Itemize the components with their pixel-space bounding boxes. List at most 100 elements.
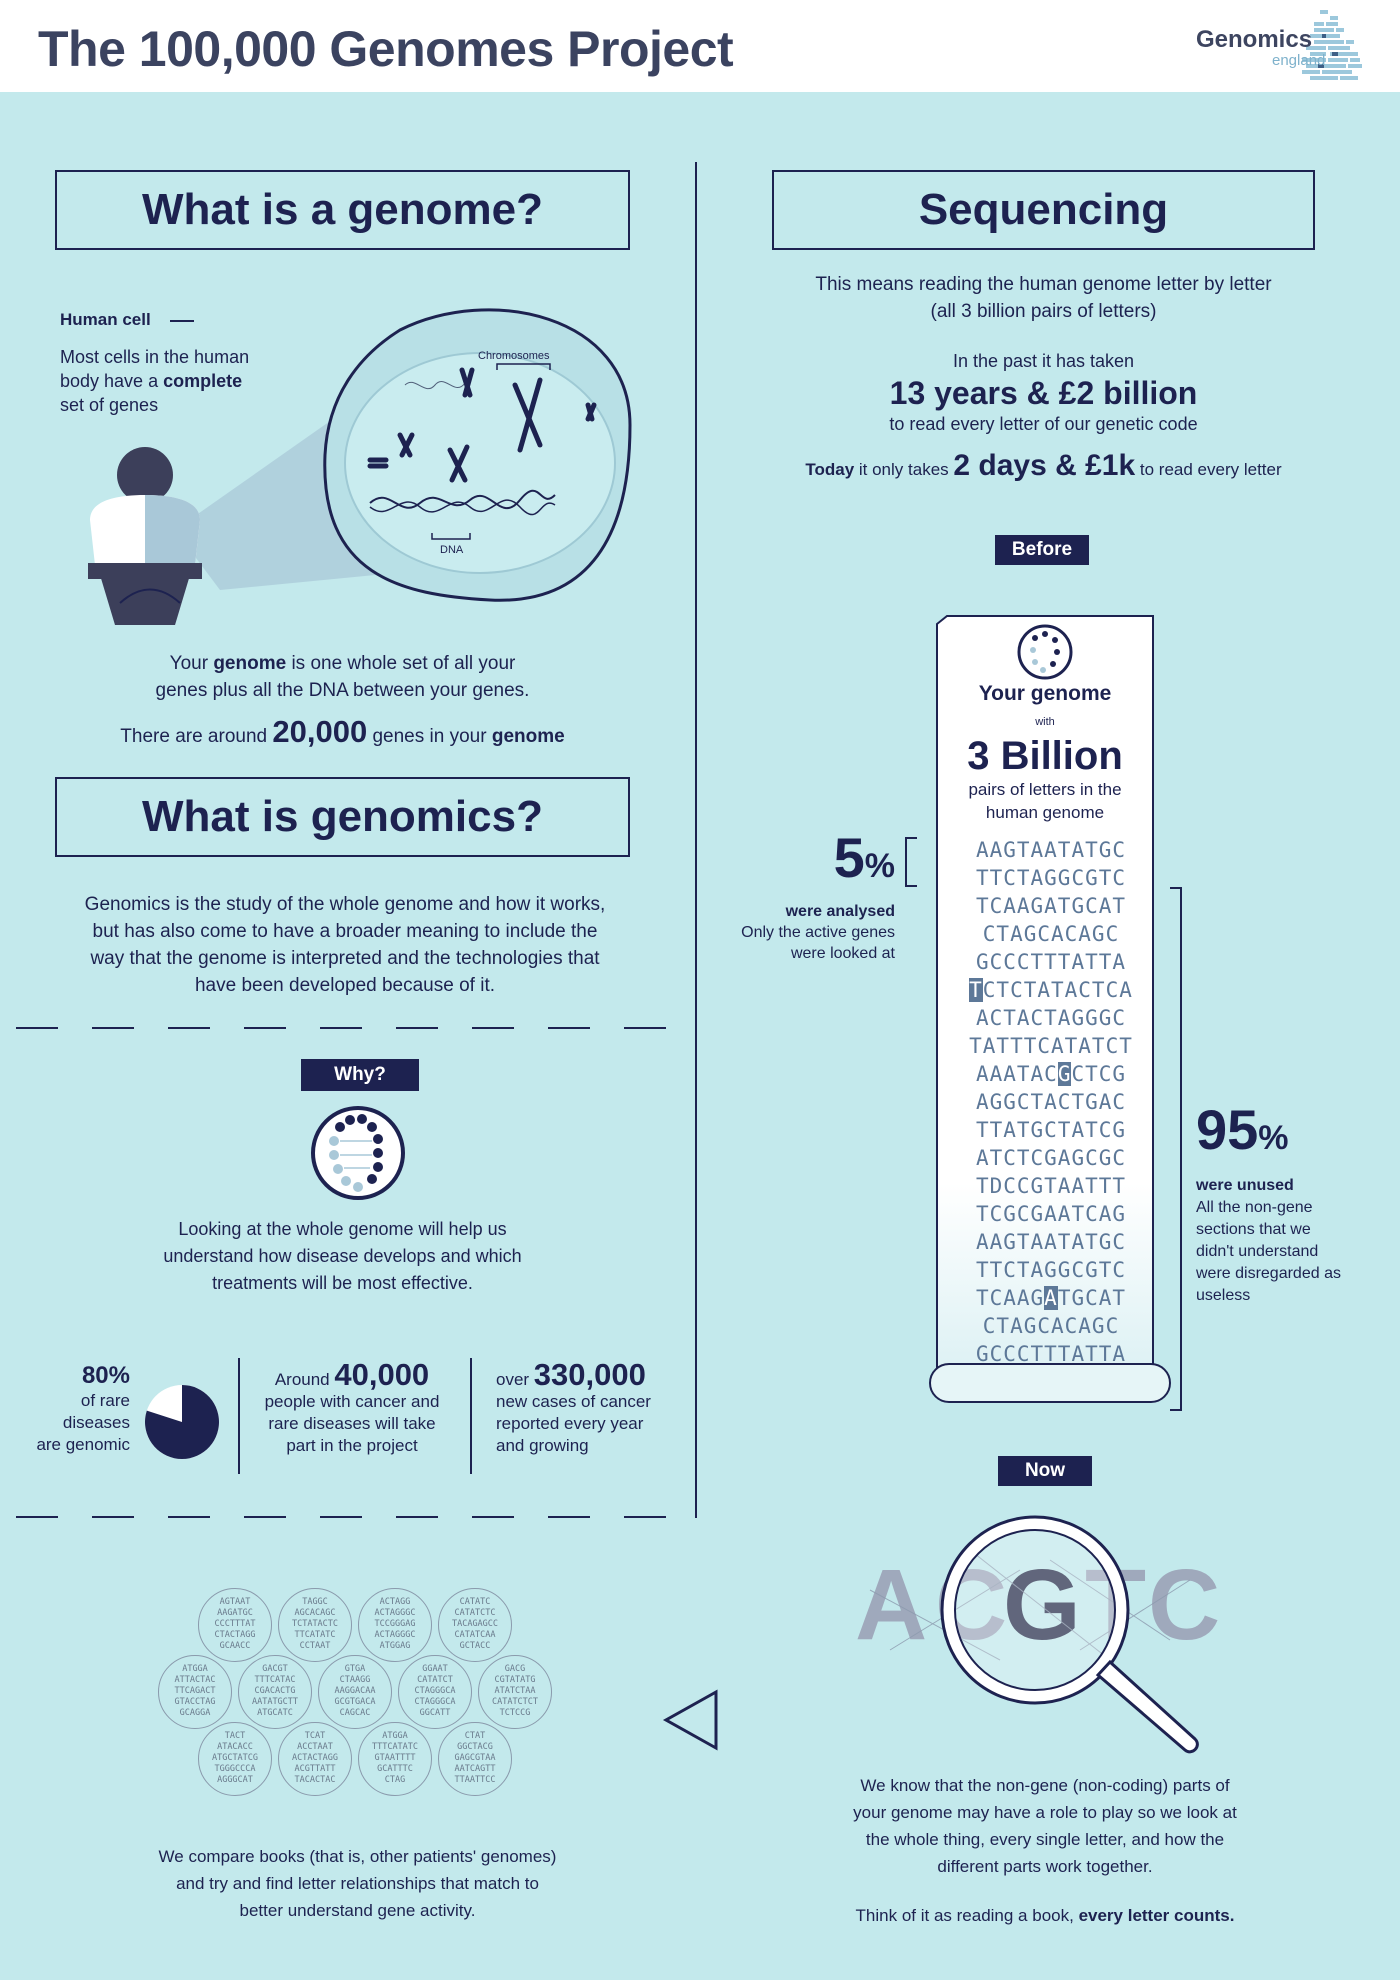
stats-divider-1	[238, 1358, 240, 1474]
seq-line: ATCTCGAGCGC	[975, 1146, 1127, 1170]
unused-pct: 95%	[1196, 1098, 1289, 1161]
seq-line: AAGTAATATGC	[975, 838, 1127, 862]
seq-line: AAGTAATATGC	[975, 1230, 1127, 1254]
cell-illustration: Chromosomes DNA	[88, 308, 632, 625]
highlighted-letter: G	[1057, 1062, 1072, 1086]
participants-line-3: part in the project	[286, 1436, 418, 1455]
unused-line-5: useless	[1196, 1287, 1251, 1304]
letter-a: A	[855, 1549, 928, 1661]
your-genome-label: Your genome	[978, 682, 1112, 705]
unused-stat: 95% were unused All the non-gene section…	[1196, 1100, 1396, 1307]
sequencing-line-2: (all 3 billion pairs of letters)	[930, 301, 1157, 322]
seq-line: GCCCTTTATTA	[975, 950, 1127, 974]
now-line-3: the whole thing, every single letter, an…	[865, 1830, 1225, 1849]
rare-line-2: diseases	[62, 1413, 130, 1432]
analysed-stat: 5% were analysed Only the active genes w…	[715, 830, 895, 964]
unused-bracket	[1170, 887, 1182, 1411]
sequencing-line-1: This means reading the human genome lett…	[815, 274, 1272, 295]
genome-bubble: TACT ATACACC ATGCTATCG TGGGCCCA AGGGCAT	[198, 1722, 272, 1796]
pairs-label: pairs of letters in the human genome	[945, 778, 1145, 824]
genomics-line-1: Genomics is the study of the whole genom…	[84, 894, 606, 915]
unused-line-3: didn't understand	[1196, 1243, 1319, 1260]
now-line-2: your genome may have a role to play so w…	[853, 1803, 1237, 1822]
why-line-3: treatments will be most effective.	[212, 1273, 473, 1293]
compare-line-1: We compare books (that is, other patient…	[158, 1847, 557, 1866]
unused-bold: were unused	[1196, 1177, 1294, 1194]
seq-line: AGGCTACTGAC	[975, 1090, 1127, 1114]
cases-line-2: reported every year	[496, 1414, 644, 1433]
seq-line: TATTTCATATCT	[969, 1034, 1133, 1058]
now-description: We know that the non-gene (non-coding) p…	[790, 1772, 1300, 1880]
why-line-2: understand how disease develops and whic…	[163, 1246, 522, 1266]
genomics-description: Genomics is the study of the whole genom…	[35, 891, 655, 999]
with-label: with	[1035, 716, 1055, 728]
genome-heading: What is a genome?	[55, 170, 630, 250]
why-description: Looking at the whole genome will help us…	[60, 1216, 625, 1297]
pairs-line-2: human genome	[985, 803, 1105, 822]
dashed-divider-1	[16, 1027, 696, 1029]
logo-bars-icon	[1302, 10, 1362, 80]
before-tag: Before	[995, 535, 1089, 565]
genomics-line-4: have been developed because of it.	[194, 975, 495, 996]
genome-bubble: ATGGA TTTCATATC GTAATTTT GCATTTC CTAG	[358, 1722, 432, 1796]
left-arrow-icon	[662, 1689, 718, 1751]
sequence-letters: AAGTAATATGC TTCTAGGCGTC TCAAGATGCAT CTAG…	[940, 836, 1162, 1368]
seq-line: TCGCGAATCAG	[975, 1202, 1127, 1226]
cases-line-1: new cases of cancer	[496, 1392, 651, 1411]
genome-desc-line-1: Your genome is one whole set of all your	[169, 653, 516, 674]
letter-c-2: C	[1148, 1549, 1221, 1661]
seq-line: ACTACTAGGGC	[975, 1006, 1127, 1030]
cell-label-line	[170, 320, 194, 322]
rare-line-3: are genomic	[36, 1435, 130, 1454]
genome-bubble: TAGGC AGCACAGC TCTATACTC TTCATATC CCTAAT	[278, 1588, 352, 1662]
compare-description: We compare books (that is, other patient…	[80, 1843, 635, 1924]
pairs-line-1: pairs of letters in the	[968, 780, 1122, 799]
cell-text-line-1: Most cells in the human	[60, 347, 250, 367]
why-tag: Why?	[301, 1059, 419, 1091]
every-letter-counts: Think of it as reading a book, every let…	[855, 1906, 1235, 1925]
genome-desc-line-2: genes plus all the DNA between your gene…	[155, 680, 530, 701]
analysed-bracket	[905, 837, 917, 887]
seq-line: TDCCGTAATTT	[975, 1174, 1127, 1198]
past-cost: In the past it has taken 13 years & £2 b…	[742, 348, 1345, 438]
dashed-divider-2	[16, 1516, 696, 1518]
genome-bubble: CATATC CATATCTC TACAGAGCC CATATCAA GCTAC…	[438, 1588, 512, 1662]
rare-diseases-pie	[145, 1385, 220, 1459]
today-big: 2 days & £1k	[953, 449, 1136, 482]
seq-line: AAATACGCTCG	[975, 1062, 1127, 1086]
participants-head: Around 40,000	[274, 1357, 430, 1392]
page-title: The 100,000 Genomes Project	[38, 21, 734, 77]
genomics-england-logo: Genomics england	[1190, 8, 1390, 88]
genome-bubble: GACGT TTTCATAC CGACACTG AATATGCTT ATGCAT…	[238, 1655, 312, 1729]
seq-line: GCCCTTTATTA	[975, 1342, 1127, 1366]
logo-sub: england	[1272, 52, 1326, 69]
why-line-1: Looking at the whole genome will help us	[178, 1219, 507, 1239]
cases-num: 330,000	[533, 1357, 646, 1392]
analysed-bold: were analysed	[785, 903, 895, 920]
compare-line-2: and try and find letter relationships th…	[176, 1874, 539, 1893]
participants-line-1: people with cancer and	[264, 1392, 440, 1411]
human-cell-label: Human cell	[60, 310, 151, 329]
participants-num: 40,000	[334, 1357, 430, 1392]
rare-diseases-pie-slice	[145, 1385, 220, 1459]
rare-pct: 80%	[81, 1362, 130, 1389]
today-cost: Today it only takes 2 days & £1k to read…	[805, 449, 1282, 482]
past-big: 13 years & £2 billion	[889, 375, 1198, 411]
genes-count-number: 20,000	[272, 714, 368, 749]
now-tag: Now	[998, 1456, 1092, 1486]
genes-count: There are around 20,000 genes in your ge…	[120, 714, 565, 749]
genomics-line-2: but has also come to have a broader mean…	[92, 921, 598, 942]
genome-bubble: GTGA CTAAGG AAGGACAA GCGTGACA CAGCAC	[318, 1655, 392, 1729]
genome-bubble: CTAT GGCTACG GAGCGTAA AATCAGTT TTAATTCC	[438, 1722, 512, 1796]
participants-stat: Around 40,000 people with cancer and rar…	[252, 1357, 452, 1457]
seq-line: TCAAGATGCAT	[975, 1286, 1127, 1310]
seq-line: CTAGCACAGC	[982, 922, 1120, 946]
genomics-heading: What is genomics?	[55, 777, 630, 857]
stats-divider-2	[470, 1358, 472, 1474]
human-cell-text: Most cells in the human body have a comp…	[60, 345, 249, 417]
genome-bubble: AGTAAT AAGATGC CCCTTTAT CTACTAGG GCAACC	[198, 1588, 272, 1662]
genome-scroll	[929, 615, 1171, 1403]
seq-line: TTCTAGGCGTC	[975, 866, 1127, 890]
three-billion: 3 Billion	[967, 734, 1123, 778]
cell-text-line-3: set of genes	[60, 395, 159, 415]
